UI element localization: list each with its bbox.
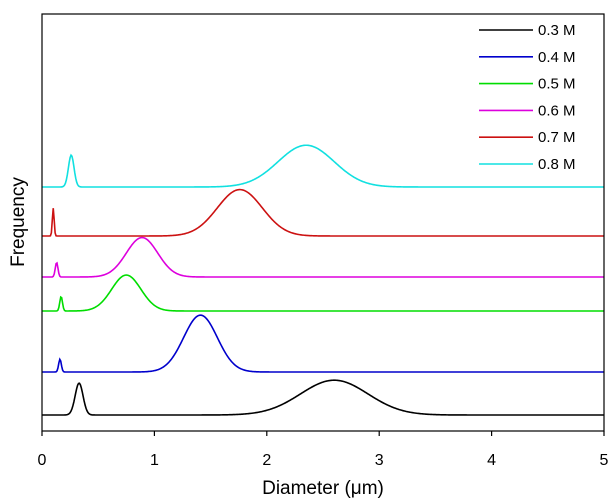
- series-line-0_8-M: [42, 144, 604, 188]
- legend-label: 0.4 M: [538, 49, 576, 66]
- y-axis-title: Frequency: [8, 177, 29, 267]
- x-tick-label: 4: [487, 452, 496, 469]
- x-tick-label: 1: [150, 452, 159, 469]
- plot-curves: [42, 144, 604, 416]
- legend-label: 0.6 M: [538, 102, 576, 119]
- legend: 0.3 M 0.4 M 0.5 M 0.6 M 0.7 M 0.8 M: [479, 22, 576, 173]
- x-axis: 0 1 2 3 4 5: [38, 431, 609, 469]
- legend-label: 0.5 M: [538, 76, 576, 93]
- series-line-0_3-M: [42, 379, 604, 416]
- series-line-0_4-M: [42, 314, 604, 373]
- plot-frame: [41, 13, 605, 432]
- x-tick-label: 2: [262, 452, 271, 469]
- series-line-0_7-M: [42, 188, 604, 237]
- x-tick-label: 0: [38, 452, 47, 469]
- series-line-0_6-M: [42, 236, 604, 278]
- legend-label: 0.3 M: [538, 22, 576, 39]
- x-tick-label: 5: [600, 452, 609, 469]
- legend-label: 0.7 M: [538, 129, 576, 146]
- x-tick-label: 3: [375, 452, 384, 469]
- legend-label: 0.8 M: [538, 156, 576, 173]
- series-line-0_5-M: [42, 274, 604, 312]
- x-axis-title: Diameter (μm): [262, 478, 384, 498]
